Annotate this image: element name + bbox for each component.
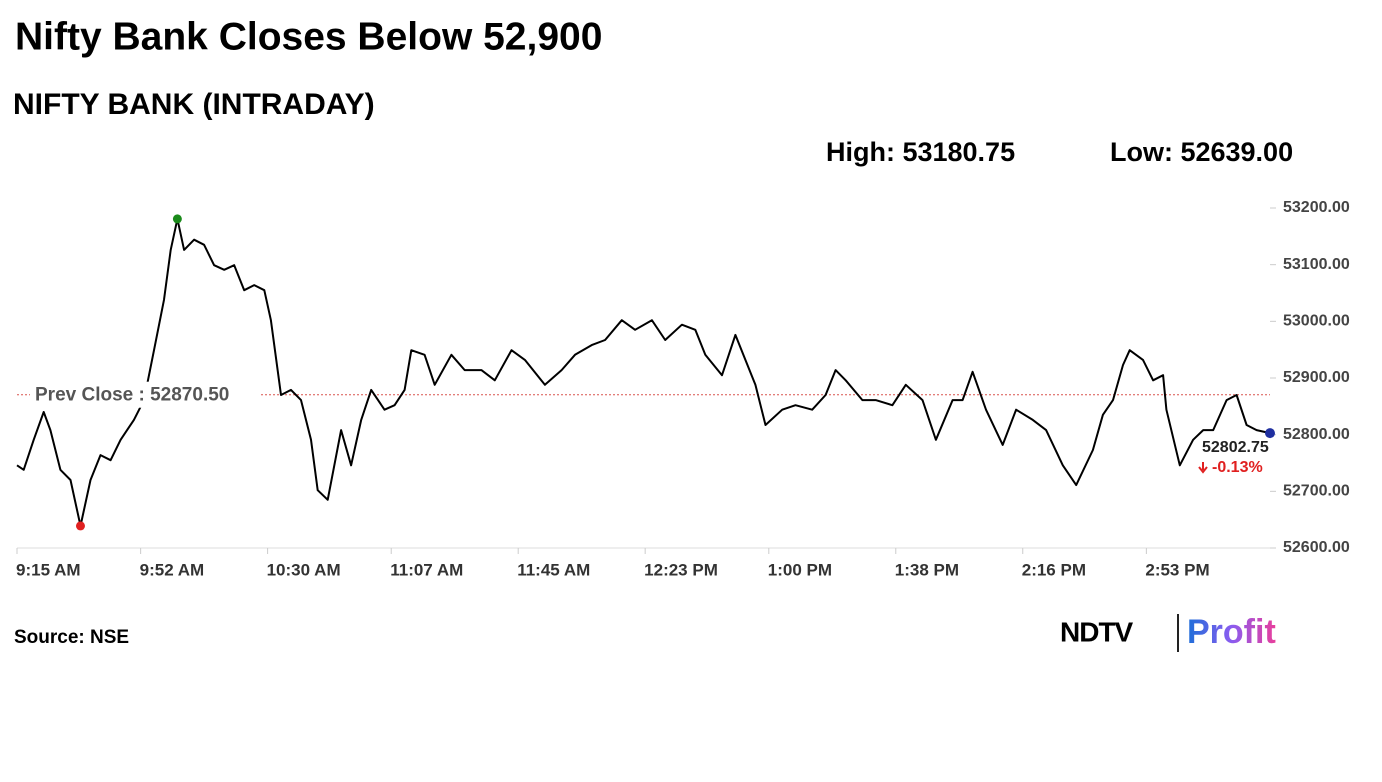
source: Source: NSE bbox=[14, 627, 129, 648]
x-tick-label: 9:52 AM bbox=[140, 560, 205, 579]
x-tick-label: 9:15 AM bbox=[16, 560, 81, 579]
x-tick-label: 10:30 AM bbox=[267, 560, 341, 579]
x-tick-label: 1:00 PM bbox=[768, 560, 832, 579]
chart-title: Nifty Bank Closes Below 52,900 bbox=[15, 15, 602, 58]
y-tick-label: 53100.00 bbox=[1283, 256, 1350, 273]
y-tick-label: 53200.00 bbox=[1283, 199, 1350, 216]
x-tick-label: 2:53 PM bbox=[1145, 560, 1209, 579]
low-marker bbox=[75, 521, 85, 531]
y-tick-label: 52700.00 bbox=[1283, 483, 1350, 500]
x-tick-label: 12:23 PM bbox=[644, 560, 718, 579]
prev-close-label-bg bbox=[30, 381, 260, 408]
price-line bbox=[16, 217, 1271, 527]
high-marker bbox=[172, 214, 182, 224]
y-tick-label: 52600.00 bbox=[1283, 539, 1350, 556]
x-tick-label: 1:38 PM bbox=[895, 560, 959, 579]
close-label: 52802.75 bbox=[1202, 439, 1269, 456]
logo-ndtv: NDTV bbox=[1060, 616, 1134, 647]
logo-profit: Profit bbox=[1187, 613, 1276, 651]
down-arrow bbox=[1198, 462, 1208, 474]
y-tick-label: 52900.00 bbox=[1283, 369, 1350, 386]
y-tick-label: 52800.00 bbox=[1283, 426, 1350, 443]
x-tick-label: 2:16 PM bbox=[1022, 560, 1086, 579]
change-label: -0.13% bbox=[1212, 459, 1263, 476]
low-label: Low: 52639.00 bbox=[1110, 137, 1293, 167]
last-marker bbox=[1265, 428, 1275, 439]
high-label: High: 53180.75 bbox=[826, 137, 1015, 167]
prev-close-label: Prev Close : 52870.50 bbox=[35, 385, 229, 406]
x-tick-label: 11:07 AM bbox=[390, 560, 463, 579]
x-tick-label: 11:45 AM bbox=[517, 560, 590, 579]
y-tick-label: 53000.00 bbox=[1283, 313, 1350, 330]
chart-subtitle: NIFTY BANK (INTRADAY) bbox=[13, 88, 375, 121]
